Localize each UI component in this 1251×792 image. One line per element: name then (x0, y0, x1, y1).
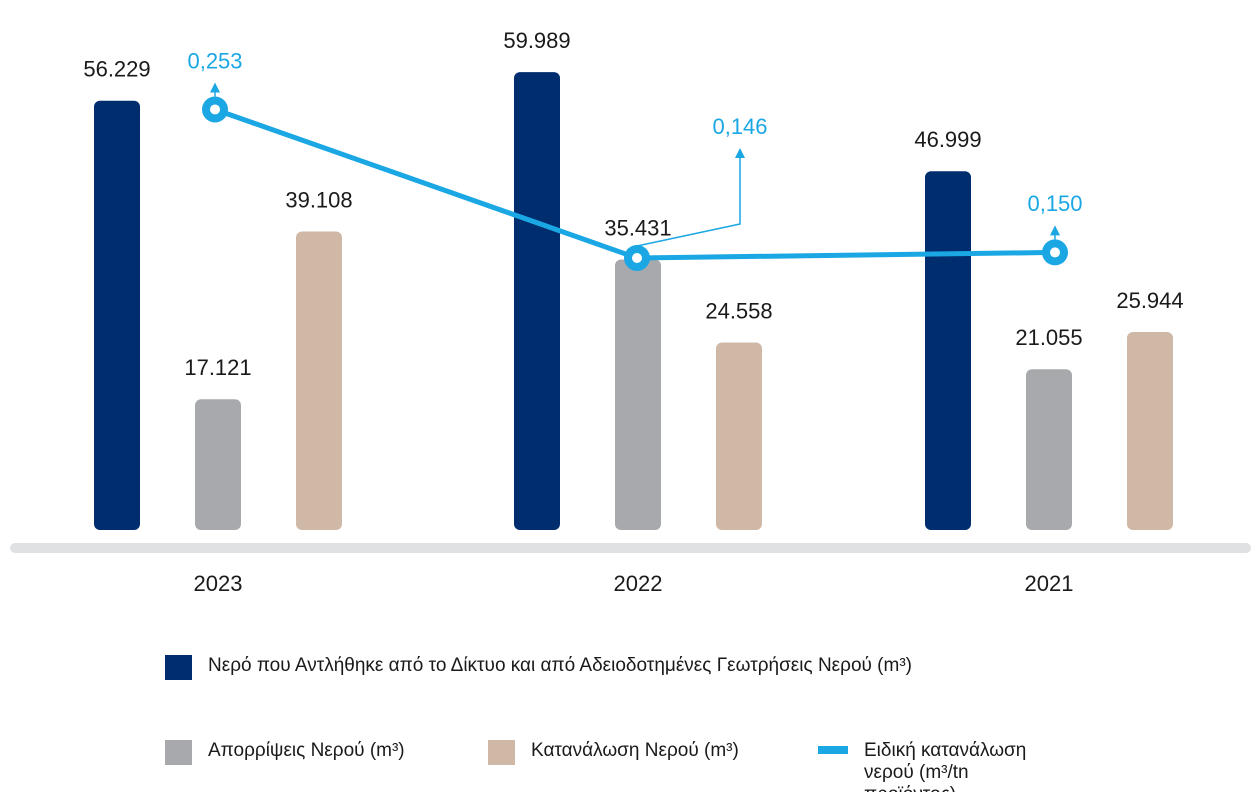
plot: 2023 56.229 17.121 39.108 2022 59.989 35.431 24… (10, 28, 1251, 596)
arrow-head (210, 82, 220, 93)
legend-item: Ειδική κατανάλωση νερού (m³/tn προϊόντος… (818, 740, 1118, 792)
bar (296, 231, 342, 531)
line-point-hole (1050, 247, 1060, 258)
legend-label: Απορρίψεις Νερού (m³) (208, 740, 405, 761)
bar-value-label: 25.944 (1116, 288, 1183, 313)
arrow-head (1050, 225, 1060, 236)
line-value-label: 0,253 (187, 48, 242, 73)
arrow-head (735, 147, 745, 158)
bar-value-label: 17.121 (184, 355, 251, 380)
baseline (10, 543, 1251, 553)
bar (925, 171, 971, 530)
line-value-label: 0,150 (1027, 191, 1082, 216)
bar (1026, 369, 1072, 530)
callout (636, 149, 741, 247)
bar (716, 342, 762, 530)
legend-label: Κατανάλωση Νερού (m³) (531, 740, 739, 761)
bar-value-label: 46.999 (914, 127, 981, 152)
line-point-hole (210, 104, 220, 115)
bar (195, 399, 241, 530)
bar (514, 72, 560, 530)
bar-value-label: 59.989 (503, 28, 570, 53)
bar (1127, 331, 1173, 530)
bar-value-label: 39.108 (285, 187, 352, 212)
legend-swatch (165, 655, 192, 680)
legend-swatch (488, 740, 515, 765)
line-point-hole (632, 252, 642, 263)
legend-swatch (165, 740, 192, 765)
line-value-label: 0,146 (712, 114, 767, 139)
legend-item: Απορρίψεις Νερού (m³) (165, 740, 465, 765)
bar-value-label: 35.431 (604, 215, 671, 240)
bar-value-label: 21.055 (1015, 325, 1082, 350)
legend-swatch (818, 746, 848, 754)
legend-item: Κατανάλωση Νερού (m³) (488, 740, 788, 765)
bar (615, 259, 661, 530)
bar-value-label: 56.229 (83, 57, 150, 82)
legend-item: Νερό που Αντλήθηκε από το Δίκτυο και από… (165, 655, 1165, 680)
legend-label: Νερό που Αντλήθηκε από το Δίκτυο και από… (208, 655, 912, 676)
legend-label: Ειδική κατανάλωση νερού (m³/tn προϊόντος… (864, 740, 1027, 792)
x-tick-label: 2022 (614, 571, 663, 596)
x-tick-label: 2021 (1025, 571, 1074, 596)
bar-value-label: 24.558 (705, 298, 772, 323)
bar (94, 100, 140, 530)
x-tick-label: 2023 (194, 571, 243, 596)
